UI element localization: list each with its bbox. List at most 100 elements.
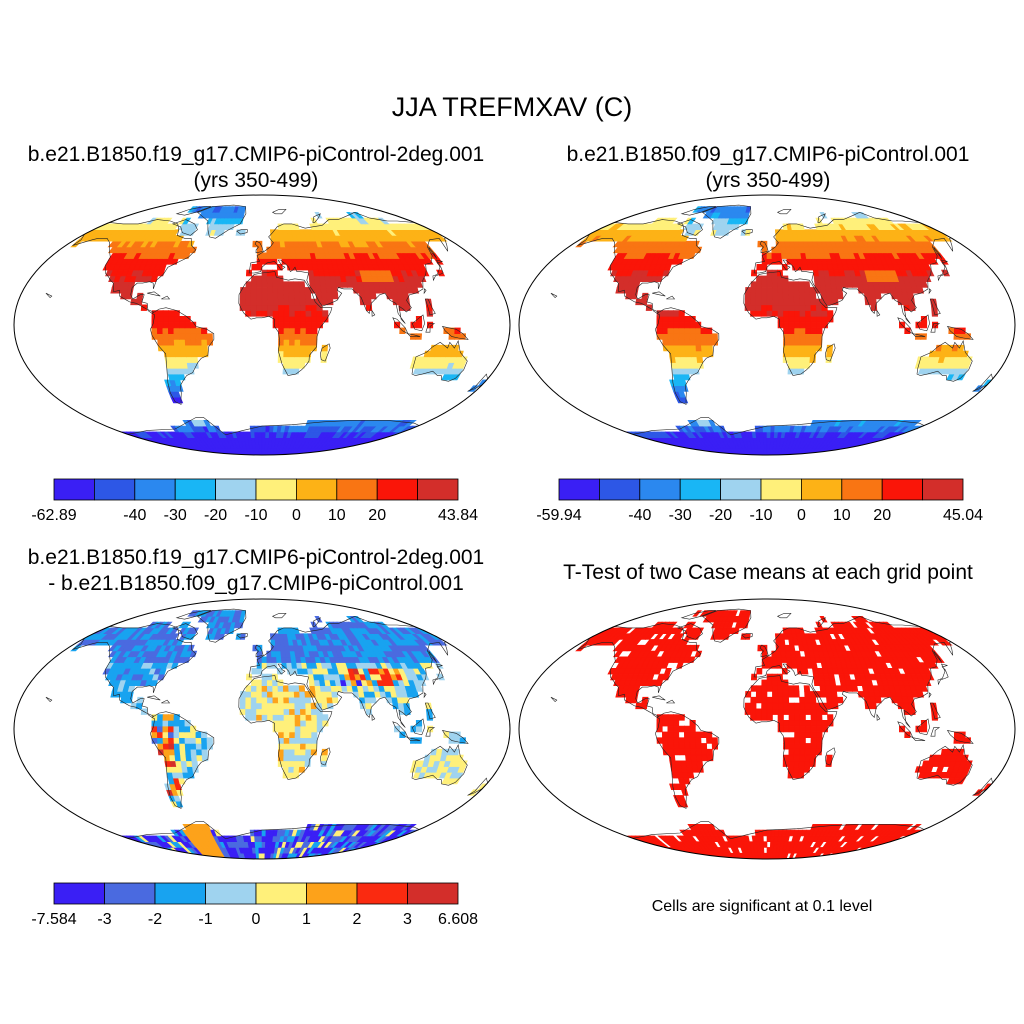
coastline-cuba	[652, 695, 666, 701]
colorbar-tick-label: -30	[164, 507, 187, 524]
colorbar-tick-label: 10	[833, 507, 851, 524]
coastline-borneo	[916, 718, 930, 736]
colorbar-bin	[407, 882, 459, 905]
coastline-japan	[432, 663, 444, 686]
panel2-map	[518, 194, 1016, 456]
colorbar-tick-label: 2	[353, 911, 362, 928]
colorbar-tick-label: -1	[198, 911, 212, 928]
colorbar-tick-label: -20	[204, 507, 227, 524]
coastline-sakhalin	[933, 650, 943, 663]
panel4-title: T-Test of two Case means at each grid po…	[563, 561, 973, 584]
coastline-borneo	[411, 718, 425, 736]
colorbar-bin	[881, 478, 924, 501]
coastline-iceland	[741, 229, 753, 235]
coastline-greenland	[197, 204, 247, 239]
coastline-srilanka	[876, 713, 881, 721]
coastline-australia	[916, 339, 973, 382]
coastline-australia	[916, 743, 973, 786]
coastline-namerica	[577, 623, 702, 718]
map-border	[518, 598, 1016, 860]
coastline-uk	[254, 240, 264, 254]
coastline-svalbard	[271, 613, 287, 619]
colorbar-bin	[306, 882, 358, 905]
colorbar-bin	[215, 478, 257, 501]
coastline-srilanka	[876, 309, 881, 317]
colorbar-tick-label: 45.04	[943, 507, 983, 524]
colorbar-tick-label: 1	[302, 911, 311, 928]
colorbar-bin	[205, 882, 257, 905]
colorbar-bin	[639, 478, 681, 501]
coastline-hawaii	[550, 696, 558, 703]
coastline-taiwan	[423, 692, 427, 699]
coastline-sulawesi	[425, 323, 436, 333]
colorbar-bin	[720, 478, 762, 501]
coastline-sulawesi	[930, 323, 941, 333]
coastline-philippines	[424, 702, 436, 720]
coastline-taiwan	[928, 288, 932, 295]
coastline-baffin	[171, 219, 198, 236]
coastline-japan	[937, 259, 949, 282]
coastline-ellesmere	[680, 206, 717, 216]
colorbar-bin	[679, 478, 721, 501]
figure-title: JJA TREFMXAV (C)	[391, 92, 633, 122]
coastline-hispaniola	[161, 295, 171, 300]
coastline-samerica	[150, 711, 215, 809]
colorbar-tick-label: 0	[292, 507, 301, 524]
coastline-baffin	[676, 219, 703, 236]
coastline-java	[407, 737, 421, 741]
coastline-greenland	[702, 204, 752, 239]
colorbar-tick-label: 20	[368, 507, 386, 524]
colorbar-bin	[599, 478, 641, 501]
coastline-africa	[238, 271, 333, 376]
coastline-java	[912, 333, 926, 337]
coastline-ellesmere	[175, 206, 212, 216]
coastline-namerica	[72, 623, 197, 718]
coastline-baffin	[676, 623, 703, 640]
panel2-title: b.e21.B1850.f09_g17.CMIP6-piControl.001 …	[512, 142, 1024, 194]
coastline-sakhalin	[933, 246, 943, 259]
map-border	[13, 194, 511, 456]
coastline-borneo	[916, 314, 930, 332]
colorbar-tick-label: 0	[797, 507, 806, 524]
colorbar-tick-label: -2	[148, 911, 162, 928]
coastline-srilanka	[371, 309, 376, 317]
coastline-svalbard	[271, 209, 287, 215]
coastline-sakhalin	[428, 650, 438, 663]
panel3-title: b.e21.B1850.f19_g17.CMIP6-piControl-2deg…	[0, 545, 512, 597]
panel2-colorbar: -59.94 -40 -30 -20 -10 0 10 20 45.04	[536, 478, 983, 524]
coastline-newguinea	[441, 729, 469, 744]
colorbar-bin	[104, 882, 156, 905]
colorbar-bin	[922, 478, 964, 501]
panel1-title: b.e21.B1850.f19_g17.CMIP6-piControl-2deg…	[0, 142, 512, 194]
coastline-africa	[743, 675, 838, 780]
coastline-japan	[432, 259, 444, 282]
coastline-africa	[743, 271, 838, 376]
colorbar-tick-label: -62.89	[31, 507, 76, 524]
coastline-taiwan	[423, 288, 427, 295]
coastline-philippines	[424, 298, 436, 316]
colorbar-tick-label: -40	[628, 507, 651, 524]
colorbar-bin	[336, 478, 378, 501]
coastline-madagascar	[319, 747, 331, 766]
colorbar-tick-label: -59.94	[536, 507, 581, 524]
coastline-svalbard	[776, 613, 792, 619]
coastline-philippines	[929, 702, 941, 720]
map-grid-cells	[575, 610, 994, 859]
colorbar-tick-label: 3	[403, 911, 412, 928]
coastline-eurasia	[753, 615, 959, 728]
coastline-srilanka	[371, 713, 376, 721]
coastline-japan	[937, 663, 949, 686]
coastline-africa	[238, 675, 333, 780]
coastline-australia	[411, 743, 468, 786]
coastline-eurasia	[248, 211, 454, 324]
colorbar-bin	[295, 478, 338, 501]
coastline-philippines	[929, 298, 941, 316]
colorbar-tick-label: -20	[709, 507, 732, 524]
coastline-hispaniola	[666, 699, 676, 704]
coastline-novaya	[817, 617, 826, 627]
colorbar-bin	[134, 478, 176, 501]
colorbar-tick-label: 6.608	[438, 911, 478, 928]
colorbar-tick-label: 43.84	[438, 507, 478, 524]
coastline-iceland	[741, 633, 753, 639]
colorbar-tick-label: 20	[873, 507, 891, 524]
